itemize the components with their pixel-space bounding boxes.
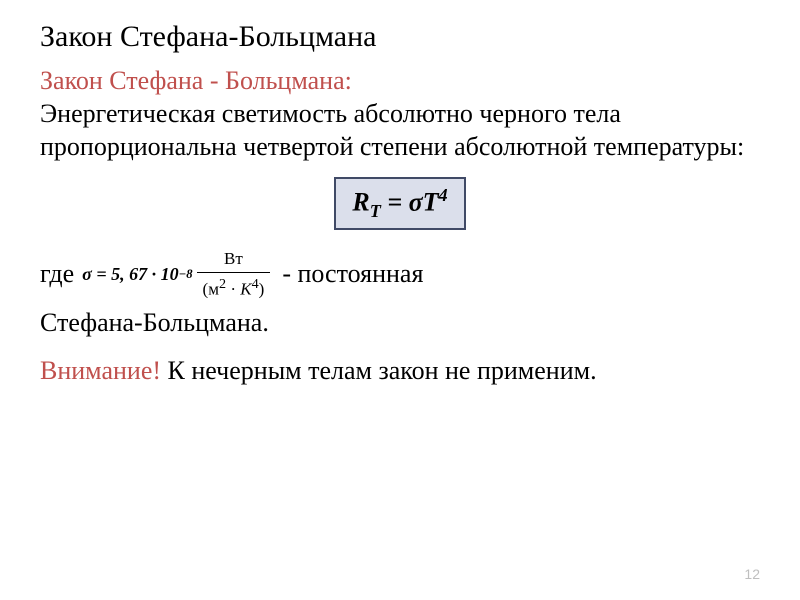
formula-lhs-var: R [352, 188, 369, 217]
sigma-suffix: - постоянная [282, 257, 423, 291]
formula-eq: = [381, 188, 409, 217]
warning-label: Внимание! [40, 356, 161, 385]
formula-rhs-coef: σT [409, 188, 439, 217]
sigma-expression: σ = 5, 67 · 10−8 Вт (м2 · K4) [82, 248, 274, 301]
law-description: Энергетическая светимость абсолютно черн… [40, 98, 760, 163]
sigma-prefix: где [40, 257, 74, 291]
unit-K-sup: 4 [252, 276, 259, 292]
formula-container: RT = σT4 [40, 177, 760, 230]
slide-title: Закон Стефана-Больцмана [40, 20, 760, 54]
unit-numerator: Вт [218, 248, 249, 272]
unit-K: K [240, 280, 251, 299]
slide: Закон Стефана-Больцмана Закон Стефана - … [0, 0, 800, 408]
unit-m-sup: 2 [219, 276, 226, 292]
formula-box: RT = σT4 [334, 177, 465, 230]
unit-dot: · [226, 280, 240, 299]
warning-text: К нечерным телам закон не применим. [161, 356, 597, 385]
sigma-lhs: σ = 5, 67 · 10 [82, 263, 178, 286]
formula-lhs-sub: T [370, 201, 381, 221]
sigma-line: где σ = 5, 67 · 10−8 Вт (м2 · K4) - пост… [40, 248, 760, 301]
unit-m: м [208, 280, 219, 299]
law-subtitle: Закон Стефана - Больцмана: [40, 66, 760, 96]
page-number: 12 [744, 566, 760, 582]
sigma-unit-fraction: Вт (м2 · K4) [197, 248, 271, 301]
warning-line: Внимание! К нечерным телам закон не прим… [40, 355, 760, 388]
sigma-exp: −8 [179, 266, 193, 282]
formula-rhs-sup: 4 [439, 185, 448, 205]
unit-denominator: (м2 · K4) [197, 272, 271, 301]
law-subtitle-text: Закон Стефана - Больцмана: [40, 66, 352, 95]
sigma-line-2: Стефана-Больцмана. [40, 307, 760, 340]
